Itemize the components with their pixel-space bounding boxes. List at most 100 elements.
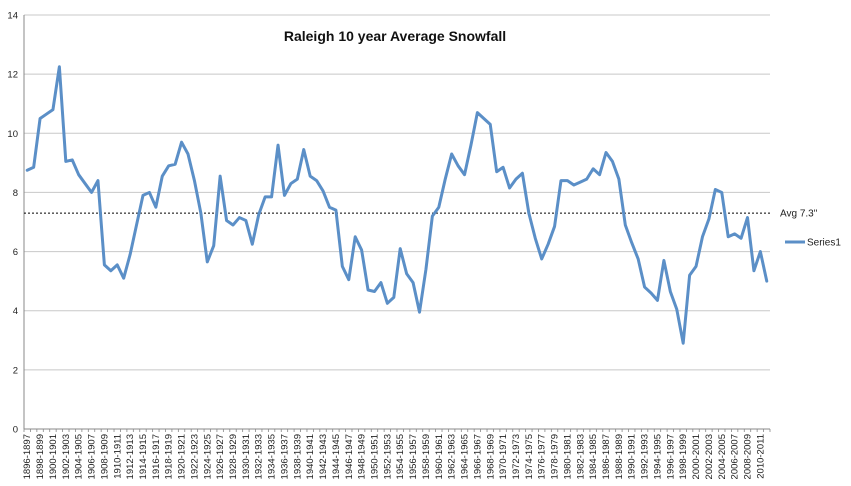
y-tick-label-8: 8 bbox=[13, 188, 18, 199]
x-tick-label-2008-2009: 2008-2009 bbox=[742, 434, 753, 479]
data-point-1963-1964 bbox=[457, 164, 460, 167]
data-point-1969-1970 bbox=[495, 170, 498, 173]
x-tick-label-1926-1927: 1926-1927 bbox=[215, 434, 226, 479]
data-point-2001-2002 bbox=[701, 235, 704, 238]
data-point-1933-1934 bbox=[264, 195, 267, 198]
data-point-1955-1956 bbox=[405, 272, 408, 275]
legend-label-series1: Series1 bbox=[807, 238, 841, 249]
x-tick-label-1940-1941: 1940-1941 bbox=[305, 434, 316, 479]
data-point-2003-2004 bbox=[714, 188, 717, 191]
data-point-2008-2009 bbox=[746, 216, 749, 219]
data-point-1942-1943 bbox=[322, 190, 325, 193]
data-point-1941-1942 bbox=[315, 179, 318, 182]
x-tick-label-1968-1969: 1968-1969 bbox=[485, 434, 496, 479]
series-line-Series1 bbox=[25, 65, 769, 345]
data-point-1967-1968 bbox=[482, 117, 485, 120]
x-tick-label-1954-1955: 1954-1955 bbox=[395, 434, 406, 479]
data-point-1912-1913 bbox=[129, 253, 132, 256]
x-tick-label-1904-1905: 1904-1905 bbox=[74, 434, 85, 479]
data-point-1935-1936 bbox=[277, 144, 280, 147]
data-point-1937-1938 bbox=[289, 182, 292, 185]
data-point-1973-1974 bbox=[521, 172, 524, 175]
data-point-1945-1946 bbox=[341, 265, 344, 268]
data-point-1908-1909 bbox=[103, 263, 106, 266]
x-tick-label-1996-1997: 1996-1997 bbox=[665, 434, 676, 479]
x-tick-label-1994-1995: 1994-1995 bbox=[652, 434, 663, 479]
data-point-1954-1955 bbox=[399, 247, 402, 250]
data-point-1930-1931 bbox=[244, 219, 247, 222]
data-point-1911-1912 bbox=[122, 277, 125, 280]
x-tick-label-1898-1899: 1898-1899 bbox=[35, 434, 46, 479]
data-point-1899-1900 bbox=[45, 113, 48, 116]
reference-line-group: Avg 7.3" bbox=[24, 209, 818, 220]
data-point-1976-1977 bbox=[540, 258, 543, 261]
x-tick-label-1928-1929: 1928-1929 bbox=[228, 434, 239, 479]
data-point-1978-1979 bbox=[553, 225, 556, 228]
x-tick-label-1932-1933: 1932-1933 bbox=[254, 434, 265, 479]
y-tick-label-6: 6 bbox=[13, 247, 18, 258]
x-tick-label-1930-1931: 1930-1931 bbox=[241, 434, 252, 479]
data-point-1917-1918 bbox=[161, 175, 164, 178]
y-tick-label-12: 12 bbox=[7, 70, 18, 81]
x-tick-label-1970-1971: 1970-1971 bbox=[498, 434, 509, 479]
data-point-1991-1992 bbox=[637, 258, 640, 261]
x-tick-label-1944-1945: 1944-1945 bbox=[331, 434, 342, 479]
data-point-1952-1953 bbox=[386, 302, 389, 305]
data-point-1971-1972 bbox=[508, 187, 511, 190]
data-point-2010-2011 bbox=[759, 250, 762, 253]
data-point-1946-1947 bbox=[347, 278, 350, 281]
data-point-1914-1915 bbox=[142, 194, 145, 197]
data-point-1926-1927 bbox=[219, 175, 222, 178]
data-point-1922-1923 bbox=[193, 179, 196, 182]
data-point-1979-1980 bbox=[560, 179, 563, 182]
data-point-1944-1945 bbox=[335, 209, 338, 212]
x-tick-label-1998-1999: 1998-1999 bbox=[678, 434, 689, 479]
data-point-1974-1975 bbox=[527, 212, 530, 215]
data-point-2009-2010 bbox=[753, 269, 756, 272]
data-point-1970-1971 bbox=[502, 166, 505, 169]
x-tick-label-1946-1947: 1946-1947 bbox=[344, 434, 355, 479]
average-reference-label: Avg 7.3" bbox=[780, 209, 818, 220]
data-point-1915-1916 bbox=[148, 191, 151, 194]
x-tick-label-1948-1949: 1948-1949 bbox=[357, 434, 368, 479]
legend: Series1 bbox=[785, 238, 841, 249]
series-layer bbox=[25, 65, 769, 345]
data-point-1906-1907 bbox=[90, 191, 93, 194]
data-point-1977-1978 bbox=[547, 243, 550, 246]
data-point-1951-1952 bbox=[380, 281, 383, 284]
data-point-1975-1976 bbox=[534, 237, 537, 240]
data-point-1950-1951 bbox=[373, 290, 376, 293]
data-point-1996-1997 bbox=[669, 290, 672, 293]
data-point-1998-1999 bbox=[682, 342, 685, 345]
x-tick-label-2010-2011: 2010-2011 bbox=[755, 434, 766, 479]
data-point-1907-1908 bbox=[97, 179, 100, 182]
x-tick-label-1952-1953: 1952-1953 bbox=[382, 434, 393, 479]
data-point-1994-1995 bbox=[656, 299, 659, 302]
x-tick-label-1982-1983: 1982-1983 bbox=[575, 434, 586, 479]
x-tick-label-1916-1917: 1916-1917 bbox=[151, 434, 162, 479]
x-tick-label-1988-1989: 1988-1989 bbox=[614, 434, 625, 479]
x-tick-label-1900-1901: 1900-1901 bbox=[48, 434, 59, 479]
data-point-1929-1930 bbox=[238, 216, 241, 219]
data-point-1959-1960 bbox=[431, 215, 434, 218]
x-tick-label-1956-1957: 1956-1957 bbox=[408, 434, 419, 479]
data-point-1904-1905 bbox=[77, 173, 80, 176]
data-point-1997-1998 bbox=[675, 308, 678, 311]
x-tick-label-1896-1897: 1896-1897 bbox=[22, 434, 33, 479]
x-tick-label-1918-1919: 1918-1919 bbox=[164, 434, 175, 479]
data-point-1898-1899 bbox=[39, 117, 42, 120]
data-point-2006-2007 bbox=[733, 232, 736, 235]
data-point-2011-2012 bbox=[765, 280, 768, 283]
data-point-1965-1966 bbox=[470, 144, 473, 147]
x-tick-label-2004-2005: 2004-2005 bbox=[717, 434, 728, 479]
data-point-1925-1926 bbox=[212, 244, 215, 247]
data-point-1993-1994 bbox=[650, 292, 653, 295]
x-tick-label-1984-1985: 1984-1985 bbox=[588, 434, 599, 479]
data-point-1961-1962 bbox=[444, 178, 447, 181]
data-point-1939-1940 bbox=[302, 148, 305, 151]
data-point-1989-1990 bbox=[624, 224, 627, 227]
data-point-1896-1897 bbox=[26, 169, 29, 172]
x-tick-label-1958-1959: 1958-1959 bbox=[421, 434, 432, 479]
data-point-1916-1917 bbox=[154, 206, 157, 209]
y-tick-label-2: 2 bbox=[13, 365, 18, 376]
